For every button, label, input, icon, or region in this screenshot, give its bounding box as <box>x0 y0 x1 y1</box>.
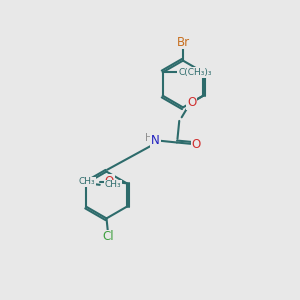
Text: O: O <box>192 137 201 151</box>
Text: CH₃: CH₃ <box>104 180 121 189</box>
Text: Br: Br <box>176 35 190 49</box>
Text: C(CH₃)₃: C(CH₃)₃ <box>178 68 211 77</box>
Text: O: O <box>187 96 196 109</box>
Text: Cl: Cl <box>102 230 114 244</box>
Text: O: O <box>105 175 114 188</box>
Text: CH₃: CH₃ <box>79 177 95 186</box>
Text: N: N <box>151 134 160 147</box>
Text: H: H <box>145 133 152 143</box>
